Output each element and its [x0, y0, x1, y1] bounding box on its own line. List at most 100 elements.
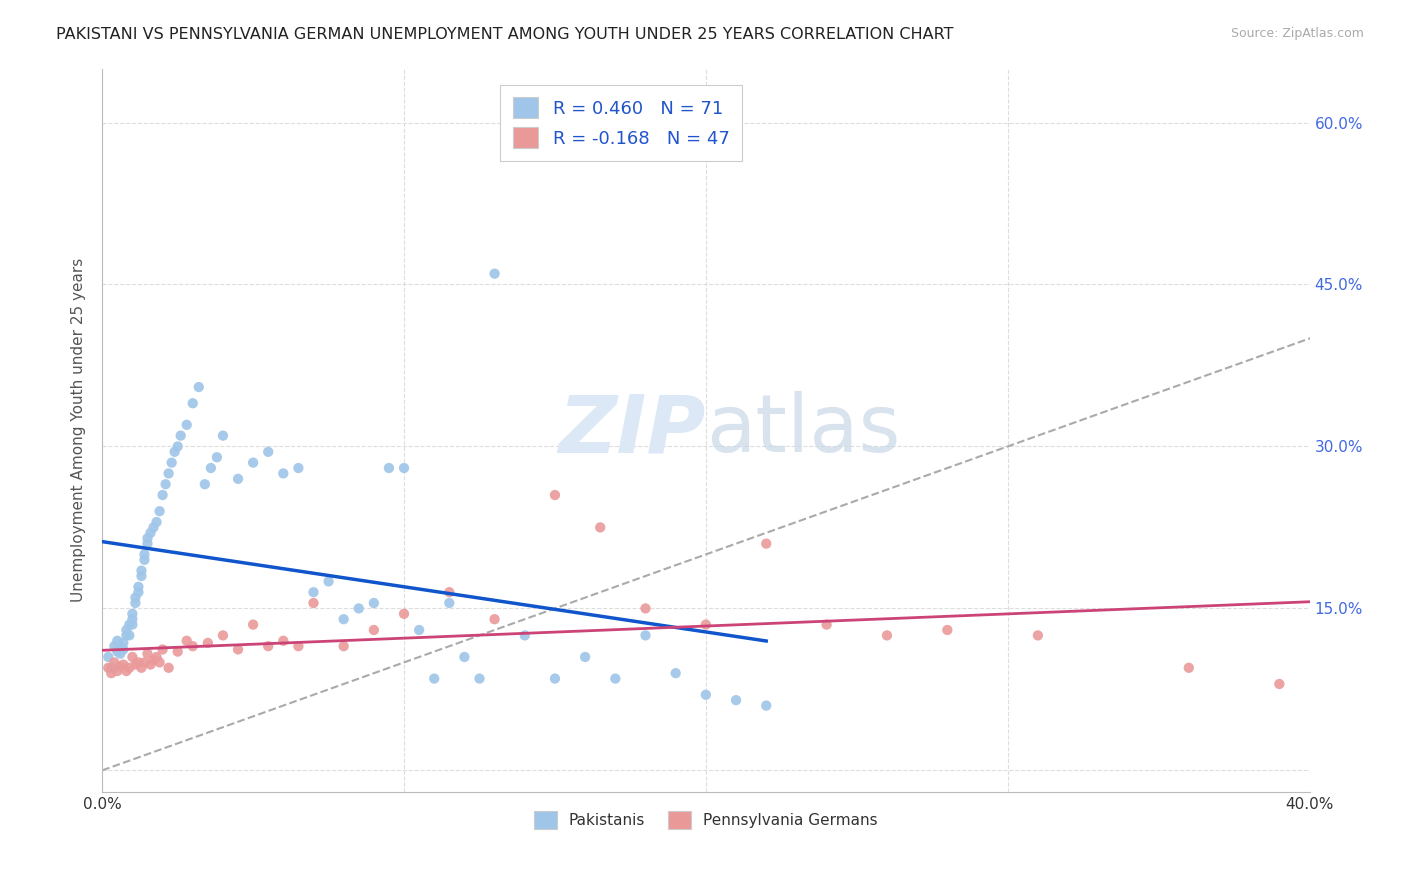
- Point: [423, 672, 446, 686]
- Point: [287, 639, 309, 653]
- Point: [755, 698, 778, 713]
- Point: [1268, 677, 1291, 691]
- Point: [121, 607, 143, 621]
- Point: [134, 548, 156, 562]
- Point: [157, 467, 180, 481]
- Point: [127, 580, 149, 594]
- Point: [271, 633, 294, 648]
- Point: [574, 650, 596, 665]
- Point: [695, 688, 717, 702]
- Point: [100, 661, 122, 675]
- Point: [181, 396, 204, 410]
- Point: [110, 639, 132, 653]
- Point: [105, 664, 128, 678]
- Point: [100, 666, 122, 681]
- Point: [148, 504, 170, 518]
- Point: [544, 488, 567, 502]
- Point: [176, 417, 198, 432]
- Point: [142, 520, 165, 534]
- Point: [200, 461, 222, 475]
- Point: [439, 585, 461, 599]
- Point: [121, 617, 143, 632]
- Point: [136, 647, 159, 661]
- Point: [110, 659, 132, 673]
- Point: [589, 520, 612, 534]
- Point: [226, 472, 249, 486]
- Point: [1178, 661, 1201, 675]
- Point: [112, 657, 135, 672]
- Point: [105, 644, 128, 658]
- Point: [181, 639, 204, 653]
- Point: [103, 639, 125, 653]
- Point: [392, 607, 415, 621]
- Point: [139, 657, 162, 672]
- Point: [468, 672, 491, 686]
- Point: [112, 642, 135, 657]
- Point: [163, 445, 186, 459]
- Point: [271, 467, 294, 481]
- Point: [134, 656, 156, 670]
- Point: [484, 267, 506, 281]
- Point: [121, 650, 143, 665]
- Point: [318, 574, 340, 589]
- Point: [160, 456, 183, 470]
- Point: [363, 623, 385, 637]
- Legend: Pakistanis, Pennsylvania Germans: Pakistanis, Pennsylvania Germans: [527, 805, 884, 835]
- Point: [139, 525, 162, 540]
- Point: [378, 461, 401, 475]
- Point: [187, 380, 209, 394]
- Point: [287, 461, 309, 475]
- Point: [121, 612, 143, 626]
- Point: [634, 628, 657, 642]
- Point: [936, 623, 959, 637]
- Point: [725, 693, 748, 707]
- Text: Source: ZipAtlas.com: Source: ZipAtlas.com: [1230, 27, 1364, 40]
- Point: [112, 636, 135, 650]
- Point: [257, 445, 280, 459]
- Point: [166, 439, 188, 453]
- Point: [105, 633, 128, 648]
- Point: [145, 515, 167, 529]
- Point: [152, 642, 174, 657]
- Point: [115, 628, 138, 642]
- Point: [876, 628, 898, 642]
- Point: [605, 672, 627, 686]
- Point: [148, 656, 170, 670]
- Point: [127, 585, 149, 599]
- Point: [115, 664, 138, 678]
- Point: [665, 666, 688, 681]
- Point: [136, 536, 159, 550]
- Point: [242, 617, 264, 632]
- Point: [755, 536, 778, 550]
- Point: [695, 617, 717, 632]
- Point: [124, 591, 146, 605]
- Point: [1026, 628, 1049, 642]
- Point: [97, 661, 120, 675]
- Point: [302, 596, 325, 610]
- Point: [634, 601, 657, 615]
- Point: [145, 650, 167, 665]
- Point: [212, 428, 235, 442]
- Point: [157, 661, 180, 675]
- Point: [131, 661, 153, 675]
- Point: [363, 596, 385, 610]
- Point: [408, 623, 430, 637]
- Point: [110, 647, 132, 661]
- Text: PAKISTANI VS PENNSYLVANIA GERMAN UNEMPLOYMENT AMONG YOUTH UNDER 25 YEARS CORRELA: PAKISTANI VS PENNSYLVANIA GERMAN UNEMPLO…: [56, 27, 953, 42]
- Point: [166, 644, 188, 658]
- Point: [176, 633, 198, 648]
- Point: [257, 639, 280, 653]
- Point: [815, 617, 838, 632]
- Point: [97, 650, 120, 665]
- Point: [513, 628, 536, 642]
- Point: [155, 477, 177, 491]
- Point: [484, 612, 506, 626]
- Point: [118, 661, 141, 675]
- Point: [197, 636, 219, 650]
- Point: [103, 656, 125, 670]
- Point: [194, 477, 217, 491]
- Point: [392, 461, 415, 475]
- Point: [439, 596, 461, 610]
- Point: [115, 623, 138, 637]
- Text: atlas: atlas: [706, 392, 900, 469]
